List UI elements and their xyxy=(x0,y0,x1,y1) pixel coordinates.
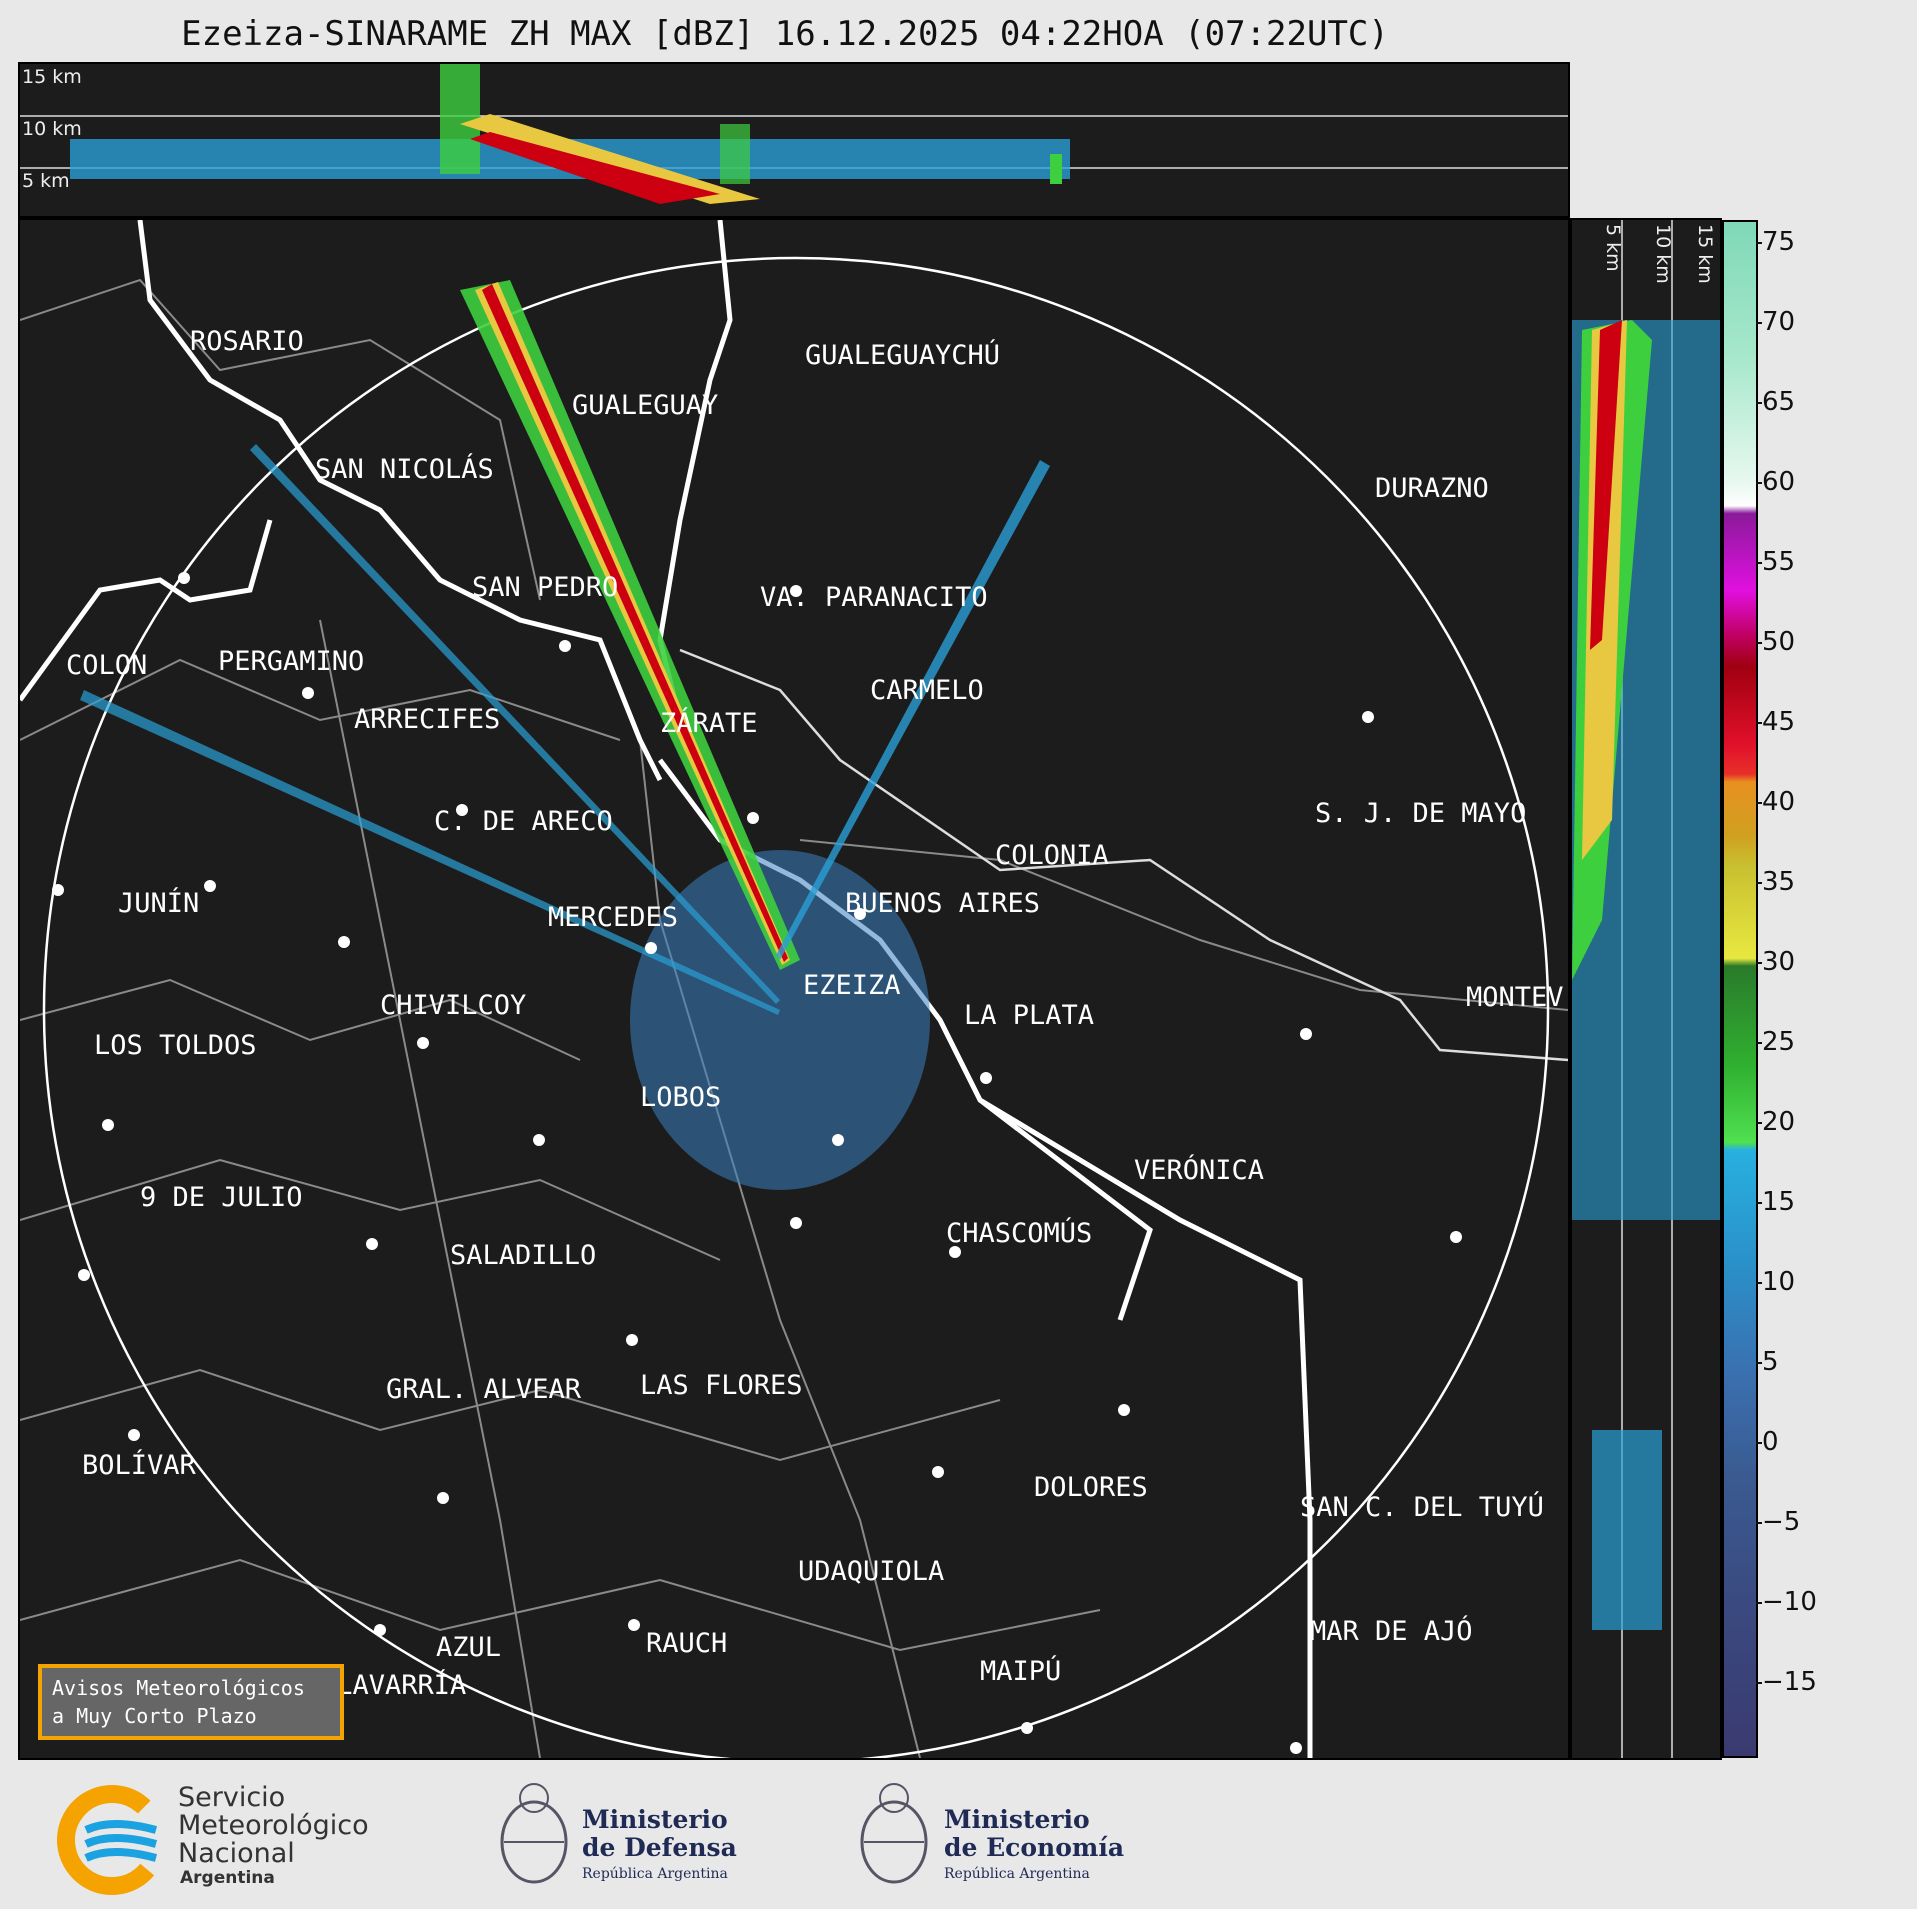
city-label-pergamino: PERGAMINO xyxy=(218,646,365,677)
city-label-junin: JUNÍN xyxy=(118,888,200,919)
city-label-arrecifes: ARRECIFES xyxy=(354,704,501,735)
city-label-udaquiola: UDAQUIOLA xyxy=(798,1556,945,1587)
city-label-carmelo: CARMELO xyxy=(870,675,984,706)
city-label-los-toldos: LOS TOLDOS xyxy=(94,1030,257,1061)
city-label-san-nicolas: SAN NICOLÁS xyxy=(315,454,494,485)
city-label-dolores: DOLORES xyxy=(1034,1472,1148,1503)
top-altitude-panel: 15 km 10 km 5 km xyxy=(18,62,1570,218)
colorbar-tick-70: 70 xyxy=(1755,307,1796,337)
smn-logo-icon xyxy=(57,1785,167,1895)
radar-map-canvas xyxy=(20,220,1568,1758)
economia-line-1: Ministerio xyxy=(944,1805,1090,1834)
city-label-olavarria: OLAVARRÍA xyxy=(320,1670,467,1701)
colorbar-tick-50: 50 xyxy=(1755,627,1796,657)
city-label-gral-alvear: GRAL. ALVEAR xyxy=(386,1374,582,1405)
colorbar-tick-10: 10 xyxy=(1755,1267,1796,1297)
city-label-rosario: ROSARIO xyxy=(190,326,304,357)
colorbar-tick-minus5: −5 xyxy=(1755,1507,1801,1537)
colorbar-tick-60: 60 xyxy=(1755,467,1796,497)
smn-line-4: Argentina xyxy=(180,1868,275,1888)
city-label-veronica: VERÓNICA xyxy=(1134,1155,1265,1186)
city-label-buenos-aires: BUENOS AIRES xyxy=(845,888,1041,919)
smn-line-2: Meteorológico xyxy=(178,1810,369,1841)
alt-label-15km: 15 km xyxy=(22,66,82,88)
page-title: Ezeiza-SINARAME ZH MAX [dBZ] 16.12.2025 … xyxy=(181,14,1389,54)
city-label-bolivar: BOLÍVAR xyxy=(82,1450,196,1481)
city-label-lobos: LOBOS xyxy=(640,1082,722,1113)
smn-line-3: Nacional xyxy=(178,1838,295,1869)
colorbar-tick-30: 30 xyxy=(1755,947,1796,977)
colorbar-tick-20: 20 xyxy=(1755,1107,1796,1137)
colorbar-tick-25: 25 xyxy=(1755,1027,1796,1057)
side-alt-label-5km: 5 km xyxy=(1602,224,1624,272)
city-label-sj-de-mayo: S. J. DE MAYO xyxy=(1315,798,1527,829)
dbz-colorbar xyxy=(1722,220,1758,1758)
coat-of-arms-icon-economia xyxy=(860,1783,928,1884)
side-alt-label-15km: 15 km xyxy=(1694,224,1716,284)
economia-line-2: de Economía xyxy=(944,1833,1125,1862)
city-label-ezeiza: EZEIZA xyxy=(803,970,901,1001)
radar-range-ring xyxy=(42,256,1550,1758)
colorbar-tick-35: 35 xyxy=(1755,867,1796,897)
colorbar-tick-45: 45 xyxy=(1755,707,1796,737)
city-label-mar-de-ajo: MAR DE AJÓ xyxy=(1310,1616,1473,1647)
radar-map: ROSARIO GUALEGUAYCHÚ GUALEGUAY SAN NICOL… xyxy=(18,218,1570,1760)
city-label-durazno: DURAZNO xyxy=(1375,473,1489,504)
city-label-saladillo: SALADILLO xyxy=(450,1240,597,1271)
defensa-sub: República Argentina xyxy=(582,1866,728,1882)
colorbar-tick-65: 65 xyxy=(1755,387,1796,417)
footer: Servicio Meteorológico Nacional Argentin… xyxy=(0,1762,1917,1909)
colorbar-tick-5: 5 xyxy=(1756,1347,1779,1377)
top-profile-plot xyxy=(20,64,1568,204)
colorbar-tick-0: 0 xyxy=(1756,1427,1779,1457)
radar-echoes xyxy=(80,280,1050,1190)
city-label-rauch: RAUCH xyxy=(646,1628,728,1659)
city-label-mercedes: MERCEDES xyxy=(548,902,679,933)
city-label-la-plata: LA PLATA xyxy=(964,1000,1095,1031)
city-label-azul: AZUL xyxy=(436,1632,502,1663)
city-label-san-pedro: SAN PEDRO xyxy=(472,572,619,603)
city-label-chascomus: CHASCOMÚS xyxy=(946,1218,1093,1249)
city-label-zarate: ZÁRATE xyxy=(660,708,758,739)
colorbar-tick-55: 55 xyxy=(1755,547,1796,577)
city-label-maipu: MAIPÚ xyxy=(980,1656,1062,1687)
city-label-9-de-julio: 9 DE JULIO xyxy=(140,1182,303,1213)
city-label-gualeguay: GUALEGUAY xyxy=(572,390,719,421)
colorbar-tick-minus15: −15 xyxy=(1756,1667,1817,1697)
city-dots xyxy=(52,572,1462,1754)
smn-line-1: Servicio xyxy=(178,1782,286,1813)
defensa-line-1: Ministerio xyxy=(582,1805,728,1834)
defensa-line-2: de Defensa xyxy=(582,1833,737,1862)
city-label-gualeguaychu: GUALEGUAYCHÚ xyxy=(805,340,1001,371)
economia-sub: República Argentina xyxy=(944,1866,1090,1882)
notice-line-1: Avisos Meteorológicos xyxy=(52,1676,305,1700)
notice-box: Avisos Meteorológicos a Muy Corto Plazo xyxy=(38,1664,344,1740)
alt-label-5km: 5 km xyxy=(22,170,70,192)
notice-line-2: a Muy Corto Plazo xyxy=(52,1704,257,1728)
city-label-san-c-del-tuyu: SAN C. DEL TUYÚ xyxy=(1300,1492,1544,1523)
city-label-montevideo: MONTEV xyxy=(1466,982,1564,1013)
side-alt-label-10km: 10 km xyxy=(1652,224,1674,284)
coat-of-arms-icon-defensa xyxy=(500,1783,568,1884)
colorbar-tick-40: 40 xyxy=(1755,787,1796,817)
province-borders xyxy=(20,278,1568,1758)
city-label-c-de-areco: C. DE ARECO xyxy=(434,806,613,837)
alt-label-10km: 10 km xyxy=(22,118,82,140)
side-altitude-panel: 5 km 10 km 15 km xyxy=(1570,218,1722,1760)
colorbar-tick-15: 15 xyxy=(1755,1187,1796,1217)
side-profile-plot xyxy=(1572,220,1720,1758)
colorbar-tick-75: 75 xyxy=(1755,227,1796,257)
city-label-colonia: COLONIA xyxy=(995,840,1109,871)
uruguay-coast xyxy=(679,648,1568,1062)
city-label-las-flores: LAS FLORES xyxy=(640,1370,803,1401)
city-label-va-paranacito: VA. PARANACITO xyxy=(760,582,988,613)
city-label-colon: COLON xyxy=(66,650,148,681)
city-label-chivilcoy: CHIVILCOY xyxy=(380,990,527,1021)
colorbar-tick-minus10: −10 xyxy=(1756,1587,1817,1617)
